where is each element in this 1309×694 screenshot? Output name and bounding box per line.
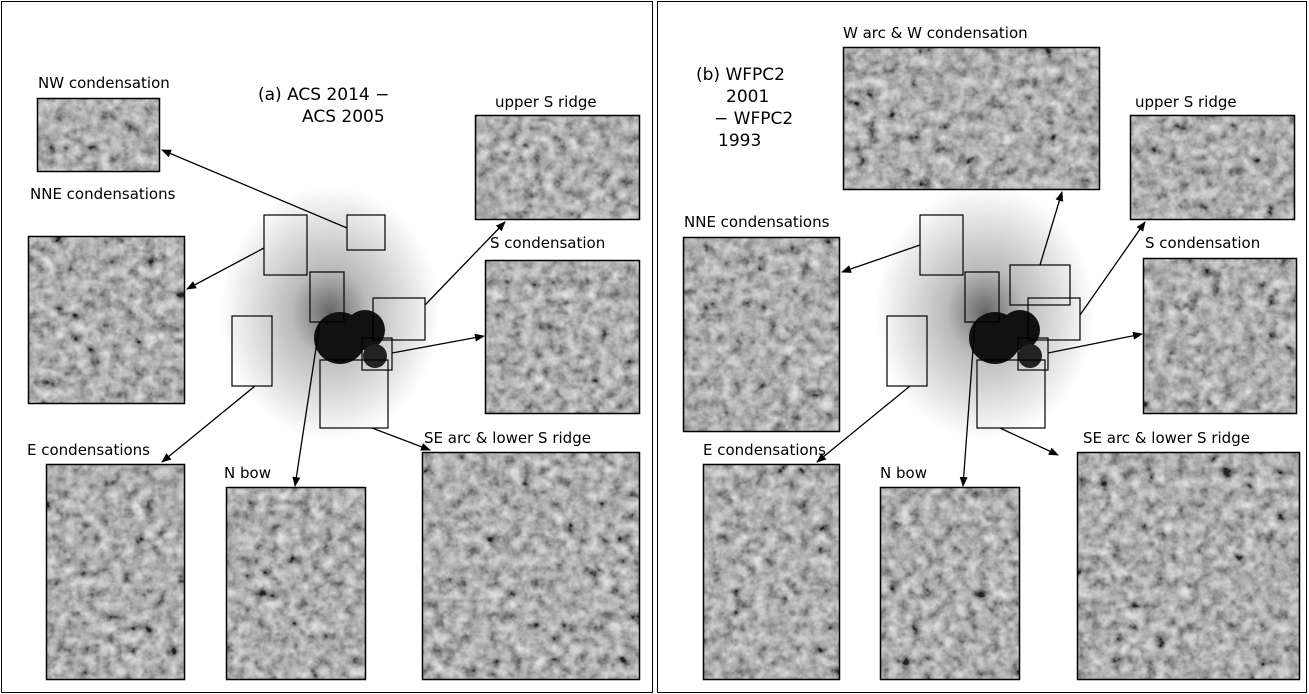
inset-texture	[843, 47, 1100, 190]
inset-label: NNE condensations	[684, 213, 830, 231]
nebula-core	[345, 310, 385, 350]
panel-title: − WFPC2	[714, 109, 793, 129]
nebula-core	[363, 344, 387, 368]
nebula-field	[875, 185, 1095, 440]
inset-texture	[422, 452, 640, 680]
inset-label: upper S ridge	[495, 93, 597, 111]
inset-label: W arc & W condensation	[843, 24, 1028, 42]
inset-label: S condensation	[490, 234, 605, 252]
inset-label: S condensation	[1145, 234, 1260, 252]
inset-texture	[475, 115, 640, 220]
inset-texture	[37, 98, 160, 172]
inset-texture	[46, 464, 185, 680]
inset-label: N bow	[224, 464, 271, 482]
inset-texture	[1143, 258, 1297, 414]
panel-title: (a) ACS 2014 −	[258, 85, 389, 105]
inset-label: E condensations	[703, 441, 826, 459]
inset-label: NNE condensations	[30, 185, 176, 203]
inset-label: upper S ridge	[1135, 93, 1237, 111]
inset-texture	[1077, 452, 1300, 680]
nebula-core	[1018, 344, 1042, 368]
inset-label: NW condensation	[38, 74, 170, 92]
panel-title: 2001	[726, 87, 769, 107]
inset-label: SE arc & lower S ridge	[1083, 429, 1250, 447]
panel-title: (b) WFPC2	[696, 65, 785, 85]
inset-texture	[683, 237, 840, 432]
inset-texture	[880, 487, 1020, 680]
inset-label: N bow	[880, 464, 927, 482]
inset-texture	[1130, 115, 1295, 220]
inset-label: E condensations	[27, 441, 150, 459]
inset-texture	[28, 236, 185, 404]
nebula-core	[1000, 310, 1040, 350]
inset-texture	[226, 487, 366, 680]
figure: (a) ACS 2014 −ACS 2005 NW condensation NNE…	[0, 0, 1309, 694]
nebula-field	[220, 185, 440, 440]
panel-title: ACS 2005	[302, 107, 385, 127]
inset-texture	[703, 464, 840, 680]
inset-texture	[485, 260, 640, 414]
inset-label: SE arc & lower S ridge	[424, 429, 591, 447]
panel-title: 1993	[718, 131, 761, 151]
